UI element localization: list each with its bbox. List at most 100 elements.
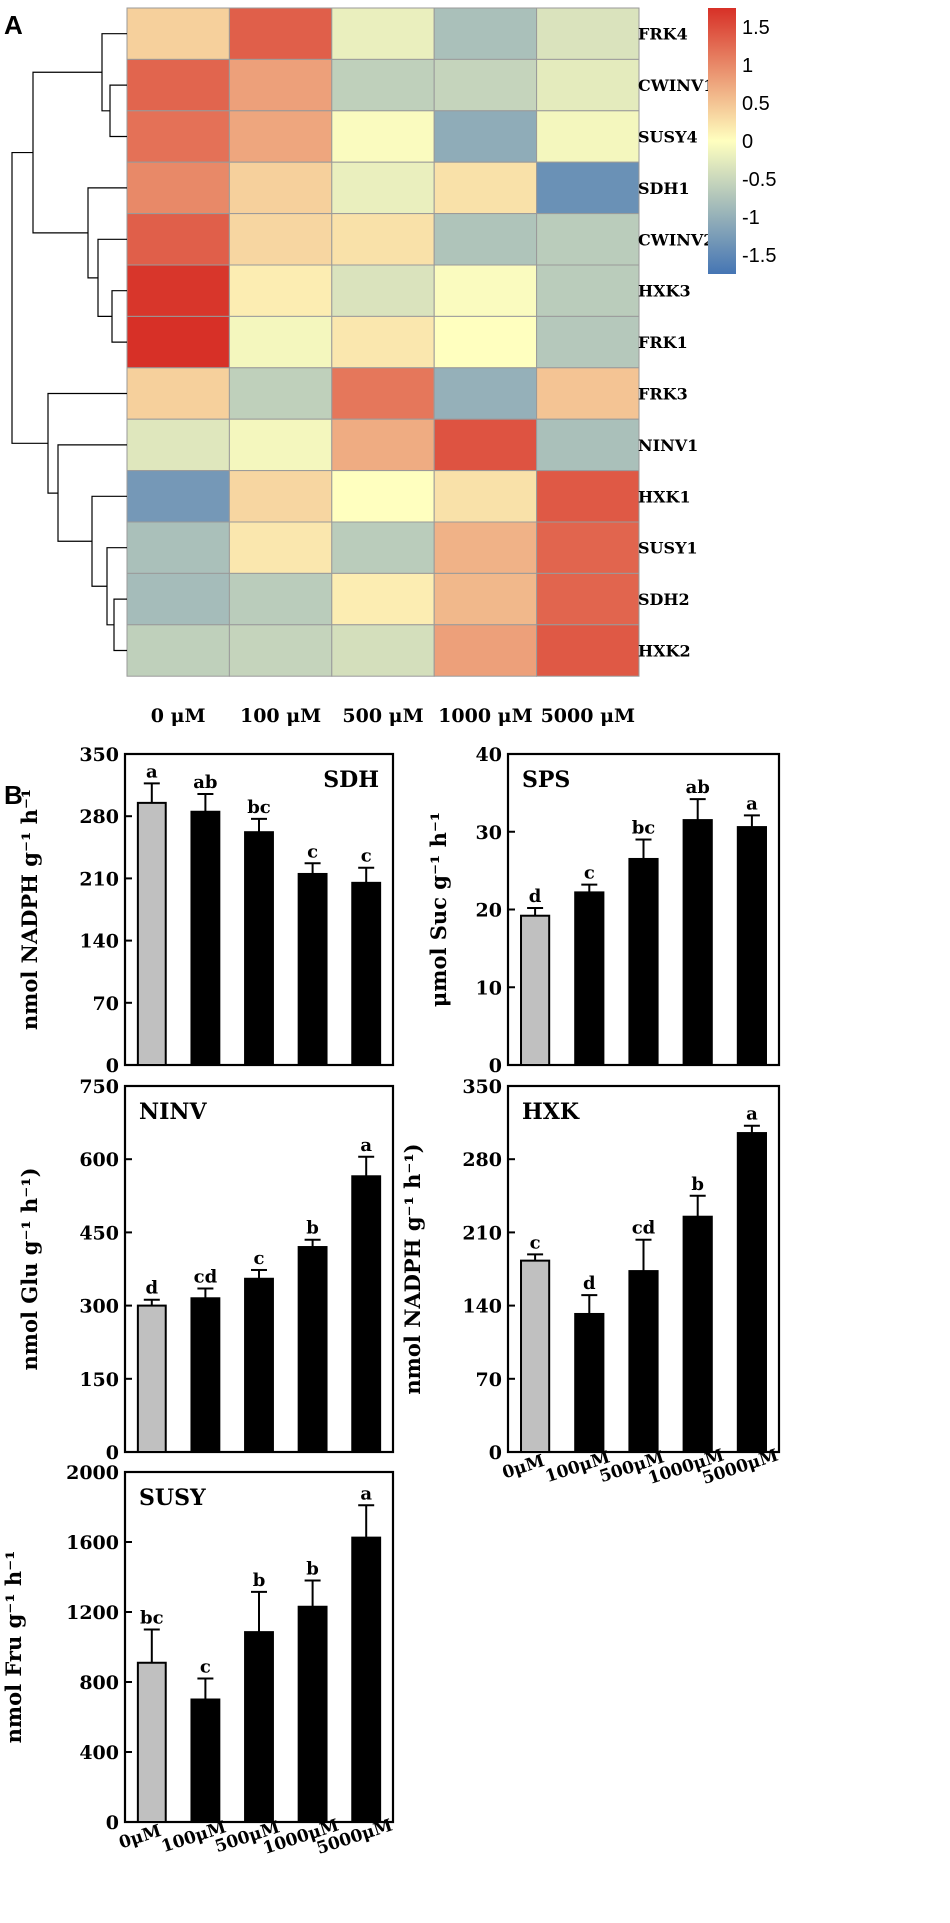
heatmap-cell xyxy=(536,315,640,369)
bar xyxy=(682,819,713,1067)
heatmap-cell xyxy=(228,213,333,266)
y-tick-label: 20 xyxy=(476,900,502,922)
bar xyxy=(297,1605,328,1823)
column-label: 5000 μM xyxy=(541,705,635,727)
heatmap-cell xyxy=(228,367,333,420)
bar xyxy=(136,1661,167,1823)
x-category-label: 0μM xyxy=(117,1821,164,1853)
heatmap-cell xyxy=(433,367,538,420)
y-tick-label: 0 xyxy=(106,1055,119,1077)
bar xyxy=(297,872,328,1067)
dendrogram-branch xyxy=(109,84,127,138)
heatmap-cell xyxy=(536,624,640,677)
heatmap-cell xyxy=(433,58,538,112)
significance-label: b xyxy=(691,1174,704,1195)
heatmap-cell xyxy=(126,110,230,163)
y-tick-label: 210 xyxy=(79,868,119,890)
y-tick-label: 40 xyxy=(476,744,502,766)
y-tick-label: 280 xyxy=(79,806,119,828)
chart-title: HXK xyxy=(522,1099,580,1125)
significance-label: cd xyxy=(194,1267,218,1288)
y-tick-label: 350 xyxy=(462,1076,502,1098)
bar xyxy=(136,1304,167,1453)
heatmap-cell xyxy=(536,110,640,163)
heatmap-cell xyxy=(536,264,640,317)
gene-label: HXK1 xyxy=(638,487,691,506)
heatmap-cell xyxy=(126,572,230,626)
heatmap-cell xyxy=(331,7,435,60)
bar xyxy=(736,826,767,1067)
heatmap-cell xyxy=(126,7,230,60)
colorbar-tick: 0.5 xyxy=(742,93,770,115)
heatmap-cell xyxy=(228,58,333,112)
bar xyxy=(297,1246,328,1454)
heatmap-cell xyxy=(228,110,333,163)
heatmap-cell xyxy=(536,521,640,574)
column-label: 1000 μM xyxy=(438,705,532,727)
significance-label: c xyxy=(254,1248,265,1269)
heatmap-cell xyxy=(536,470,640,523)
gene-label: HXK3 xyxy=(638,282,691,301)
significance-label: cd xyxy=(632,1218,656,1239)
y-tick-label: 350 xyxy=(79,744,119,766)
heatmap-cell xyxy=(433,213,538,266)
heatmap-cell xyxy=(536,572,640,626)
heatmap-cell xyxy=(536,418,640,472)
heatmap-cell xyxy=(228,264,333,317)
gene-label: FRK1 xyxy=(638,333,688,352)
y-tick-label: 70 xyxy=(476,1369,502,1391)
dendrogram-branch xyxy=(47,392,127,494)
heatmap-cell xyxy=(331,161,435,215)
y-tick-label: 0 xyxy=(106,1812,119,1834)
bar xyxy=(574,891,605,1067)
gene-label: SUSY4 xyxy=(638,128,698,147)
chart-title: SUSY xyxy=(139,1485,206,1511)
gene-label: HXK2 xyxy=(638,642,691,661)
bar-chart-susy: 0 400 800 1200 1600 2000 nmol Fru g⁻¹ h⁻¹ SUSY b… xyxy=(1,1462,395,1859)
y-axis-label: nmol Fru g⁻¹ h⁻¹ xyxy=(1,1551,26,1744)
heatmap-cell xyxy=(433,624,538,677)
dendrogram-branch xyxy=(113,598,127,652)
column-label: 100 μM xyxy=(240,705,321,727)
colorbar-tick: -1 xyxy=(742,207,760,229)
significance-label: bc xyxy=(632,818,656,839)
bar xyxy=(628,857,659,1067)
bar xyxy=(190,1698,221,1823)
significance-label: bc xyxy=(247,797,271,818)
heatmap-cell xyxy=(433,521,538,574)
y-axis-label: nmol Glu g⁻¹ h⁻¹) xyxy=(17,1167,42,1370)
heatmap-cell xyxy=(331,264,435,317)
significance-label: c xyxy=(307,841,318,862)
heatmap-cell xyxy=(228,161,333,215)
bar-chart-sdh: 0 70 140 210 280 350 nmol NADPH g⁻¹ h⁻¹ SDH a ab b… xyxy=(17,744,395,1077)
y-tick-label: 70 xyxy=(93,993,119,1015)
y-tick-label: 140 xyxy=(79,931,119,953)
y-axis-label: nmol NADPH g⁻¹ h⁻¹) xyxy=(400,1143,425,1394)
bar xyxy=(244,1277,274,1454)
heatmap-cell xyxy=(331,470,435,523)
x-category-label: 0μM xyxy=(500,1451,547,1483)
y-axis-label: nmol NADPH g⁻¹ h⁻¹ xyxy=(17,789,42,1030)
significance-label: d xyxy=(529,886,542,907)
heatmap-cell xyxy=(433,315,538,369)
heatmap-cell xyxy=(433,572,538,626)
y-tick-label: 750 xyxy=(79,1076,119,1098)
heatmap-cell xyxy=(331,315,435,369)
heatmap-cell xyxy=(126,367,230,420)
colorbar-tick: -1.5 xyxy=(742,245,776,267)
y-axis-label: μmol Suc g⁻¹ h⁻¹ xyxy=(426,812,451,1007)
heatmap-cell xyxy=(126,418,230,472)
significance-label: ab xyxy=(193,772,217,793)
heatmap-cell xyxy=(126,624,230,677)
heatmap-cell xyxy=(331,521,435,574)
dendrogram-branch xyxy=(111,290,127,343)
significance-label: b xyxy=(306,1559,319,1580)
y-tick-label: 1600 xyxy=(66,1532,119,1554)
heatmap-cell xyxy=(331,213,435,266)
bar-chart-ninv: 0 150 300 450 600 750 nmol Glu g⁻¹ h⁻¹) NINV d cd… xyxy=(17,1076,395,1464)
bar xyxy=(520,1259,551,1453)
colorbar: 1.5 1 0.5 0 -0.5 -1 -1.5 xyxy=(708,8,776,274)
heatmap-cell xyxy=(228,315,333,369)
bar xyxy=(190,1297,221,1454)
bar xyxy=(244,1631,274,1823)
